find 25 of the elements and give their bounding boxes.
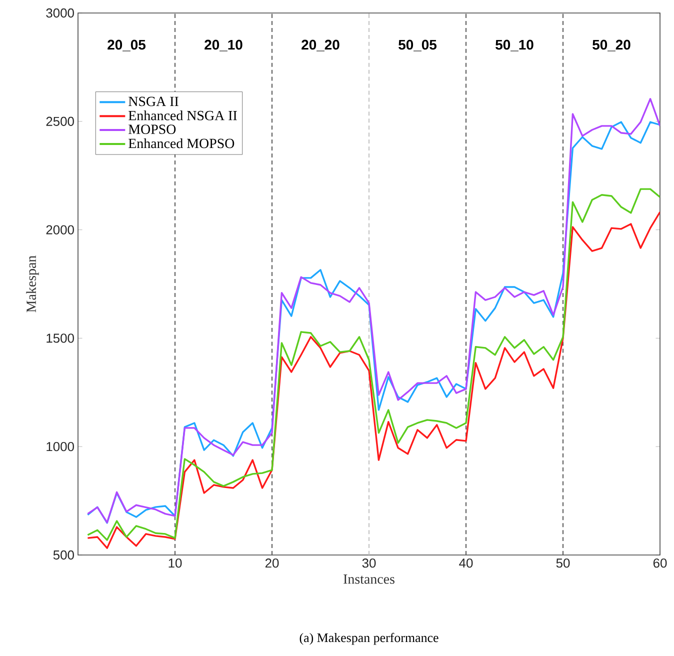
- annotation: 50_10: [496, 40, 534, 52]
- x-tick-label: 10: [168, 558, 182, 568]
- annotation: 20_10: [204, 40, 242, 52]
- x-tick-label: 50: [556, 558, 570, 568]
- legend-label: Enhanced MOPSO: [128, 138, 234, 148]
- y-tick-label: 3000: [46, 8, 74, 18]
- x-axis-title: Instances: [344, 574, 394, 584]
- x-tick-label: 30: [362, 558, 376, 568]
- annotation: 20_20: [302, 40, 340, 52]
- legend-label: NSGA II: [128, 96, 178, 106]
- legend-label: Enhanced NSGA II: [128, 110, 237, 120]
- y-tick-label: 2000: [46, 225, 74, 234]
- x-tick-label: 20: [265, 558, 279, 568]
- annotation: 50_20: [592, 40, 630, 52]
- annotation: 50_05: [398, 40, 437, 52]
- y-tick-label: 2500: [46, 116, 74, 126]
- y-tick-label: 1500: [46, 334, 74, 343]
- x-tick-label: 60: [653, 558, 667, 568]
- y-tick-label: 1000: [46, 442, 74, 452]
- y-tick-label: 500: [53, 550, 74, 560]
- annotation: 20_05: [108, 40, 146, 52]
- y-axis-title: Makespan: [26, 256, 39, 312]
- text: (a) Makespan performance: [300, 632, 438, 645]
- legend-label: MOPSO: [128, 124, 176, 134]
- x-tick-label: 40: [459, 558, 473, 568]
